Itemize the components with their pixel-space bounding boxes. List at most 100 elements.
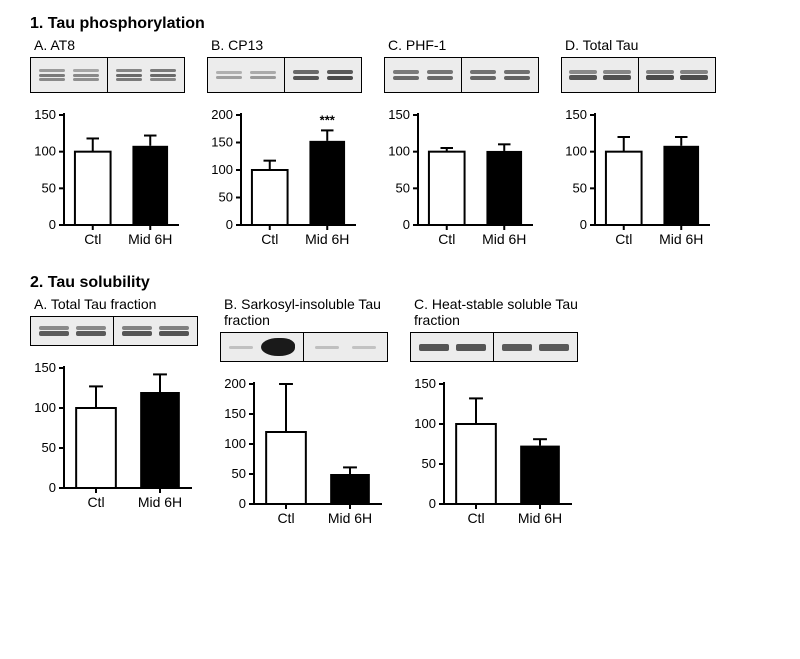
bar bbox=[520, 446, 560, 504]
blot-lane bbox=[229, 346, 253, 349]
ytick-label: 50 bbox=[232, 466, 246, 481]
ytick-label: 50 bbox=[42, 180, 56, 195]
bar bbox=[252, 170, 288, 225]
band bbox=[39, 69, 65, 72]
xtick-label: Ctl bbox=[438, 231, 455, 247]
blot-lane bbox=[502, 344, 532, 351]
section2-row: A. Total Tau fraction050100150CtlMid 6HB… bbox=[30, 296, 770, 528]
chart-totaltau1: 050100150CtlMid 6H bbox=[561, 99, 716, 249]
xtick-label: Mid 6H bbox=[128, 231, 172, 247]
blot-lane bbox=[603, 70, 631, 81]
band bbox=[427, 76, 453, 80]
band bbox=[261, 338, 295, 356]
xtick-label: Ctl bbox=[615, 231, 632, 247]
blot-lane bbox=[327, 70, 353, 80]
section1-title: 1. Tau phosphorylation bbox=[30, 15, 770, 33]
band bbox=[250, 76, 276, 79]
blot-cp13 bbox=[207, 57, 362, 93]
panel-at8: A. AT8050100150CtlMid 6H bbox=[30, 37, 185, 249]
band bbox=[159, 331, 189, 336]
band bbox=[646, 75, 674, 80]
ytick-label: 150 bbox=[34, 107, 56, 122]
xtick-label: Mid 6H bbox=[518, 510, 562, 526]
blot-lane bbox=[159, 326, 189, 337]
band bbox=[39, 331, 69, 336]
band bbox=[504, 76, 530, 80]
band bbox=[150, 69, 176, 72]
ytick-label: 100 bbox=[34, 144, 56, 159]
band bbox=[73, 74, 99, 77]
blot-lane bbox=[116, 69, 142, 81]
bar bbox=[266, 432, 306, 504]
blot-sarkosyl bbox=[220, 332, 388, 362]
ytick-label: 100 bbox=[565, 144, 587, 159]
panel-title: B. CP13 bbox=[207, 37, 362, 53]
blot-lane bbox=[680, 70, 708, 81]
blot-lane bbox=[39, 69, 65, 81]
blot-totfrac bbox=[30, 316, 198, 346]
blot-lane bbox=[427, 70, 453, 80]
blot-lane bbox=[470, 70, 496, 80]
bar bbox=[486, 151, 522, 225]
chart-heatstable: 050100150CtlMid 6H bbox=[410, 368, 578, 528]
band bbox=[456, 344, 486, 351]
blot-lane bbox=[419, 344, 449, 351]
band bbox=[569, 70, 597, 74]
ytick-label: 50 bbox=[219, 190, 233, 205]
band bbox=[39, 78, 65, 81]
band bbox=[250, 71, 276, 74]
band bbox=[116, 74, 142, 77]
xtick-label: Ctl bbox=[277, 510, 294, 526]
blot-lane bbox=[352, 346, 376, 349]
ytick-label: 150 bbox=[414, 376, 436, 391]
band bbox=[539, 344, 569, 351]
ytick-label: 200 bbox=[211, 107, 233, 122]
band bbox=[327, 70, 353, 74]
ytick-label: 200 bbox=[224, 376, 246, 391]
bar bbox=[606, 152, 642, 225]
band bbox=[603, 70, 631, 74]
blot-lane bbox=[293, 70, 319, 80]
band bbox=[504, 70, 530, 74]
bar bbox=[663, 146, 699, 225]
blot-lane bbox=[393, 70, 419, 80]
ytick-label: 50 bbox=[42, 440, 56, 455]
band bbox=[327, 76, 353, 80]
blot-lane bbox=[122, 326, 152, 337]
chart-cp13: 050100150200CtlMid 6H*** bbox=[207, 99, 362, 249]
xtick-label: Mid 6H bbox=[305, 231, 349, 247]
band bbox=[73, 69, 99, 72]
significance-marker: *** bbox=[320, 112, 336, 127]
blot-lane bbox=[250, 71, 276, 79]
bar bbox=[330, 474, 370, 504]
chart-sarkosyl: 050100150200CtlMid 6H bbox=[220, 368, 388, 528]
xtick-label: Mid 6H bbox=[328, 510, 372, 526]
ytick-label: 0 bbox=[49, 480, 56, 495]
band bbox=[122, 326, 152, 330]
xtick-label: Mid 6H bbox=[482, 231, 526, 247]
ytick-label: 100 bbox=[414, 416, 436, 431]
ytick-label: 0 bbox=[580, 217, 587, 232]
bar bbox=[429, 152, 465, 225]
blot-at8 bbox=[30, 57, 185, 93]
ytick-label: 0 bbox=[429, 496, 436, 511]
panel-totfrac: A. Total Tau fraction050100150CtlMid 6H bbox=[30, 296, 198, 528]
section1-row: A. AT8050100150CtlMid 6HB. CP13050100150… bbox=[30, 37, 770, 249]
band bbox=[293, 76, 319, 80]
panel-cp13: B. CP13050100150200CtlMid 6H*** bbox=[207, 37, 362, 249]
ytick-label: 150 bbox=[388, 107, 410, 122]
figure-root: 1. Tau phosphorylation A. AT8050100150Ct… bbox=[0, 0, 800, 563]
blot-lane bbox=[456, 344, 486, 351]
band bbox=[229, 346, 253, 349]
blot-lane bbox=[216, 71, 242, 79]
band bbox=[73, 78, 99, 81]
band bbox=[427, 70, 453, 74]
blot-lane bbox=[39, 326, 69, 337]
ytick-label: 0 bbox=[49, 217, 56, 232]
chart-phf1: 050100150CtlMid 6H bbox=[384, 99, 539, 249]
xtick-label: Mid 6H bbox=[659, 231, 703, 247]
ytick-label: 150 bbox=[211, 135, 233, 150]
blot-lane bbox=[315, 346, 339, 349]
panel-sarkosyl: B. Sarkosyl-insoluble Tau fraction050100… bbox=[220, 296, 388, 528]
band bbox=[569, 75, 597, 80]
